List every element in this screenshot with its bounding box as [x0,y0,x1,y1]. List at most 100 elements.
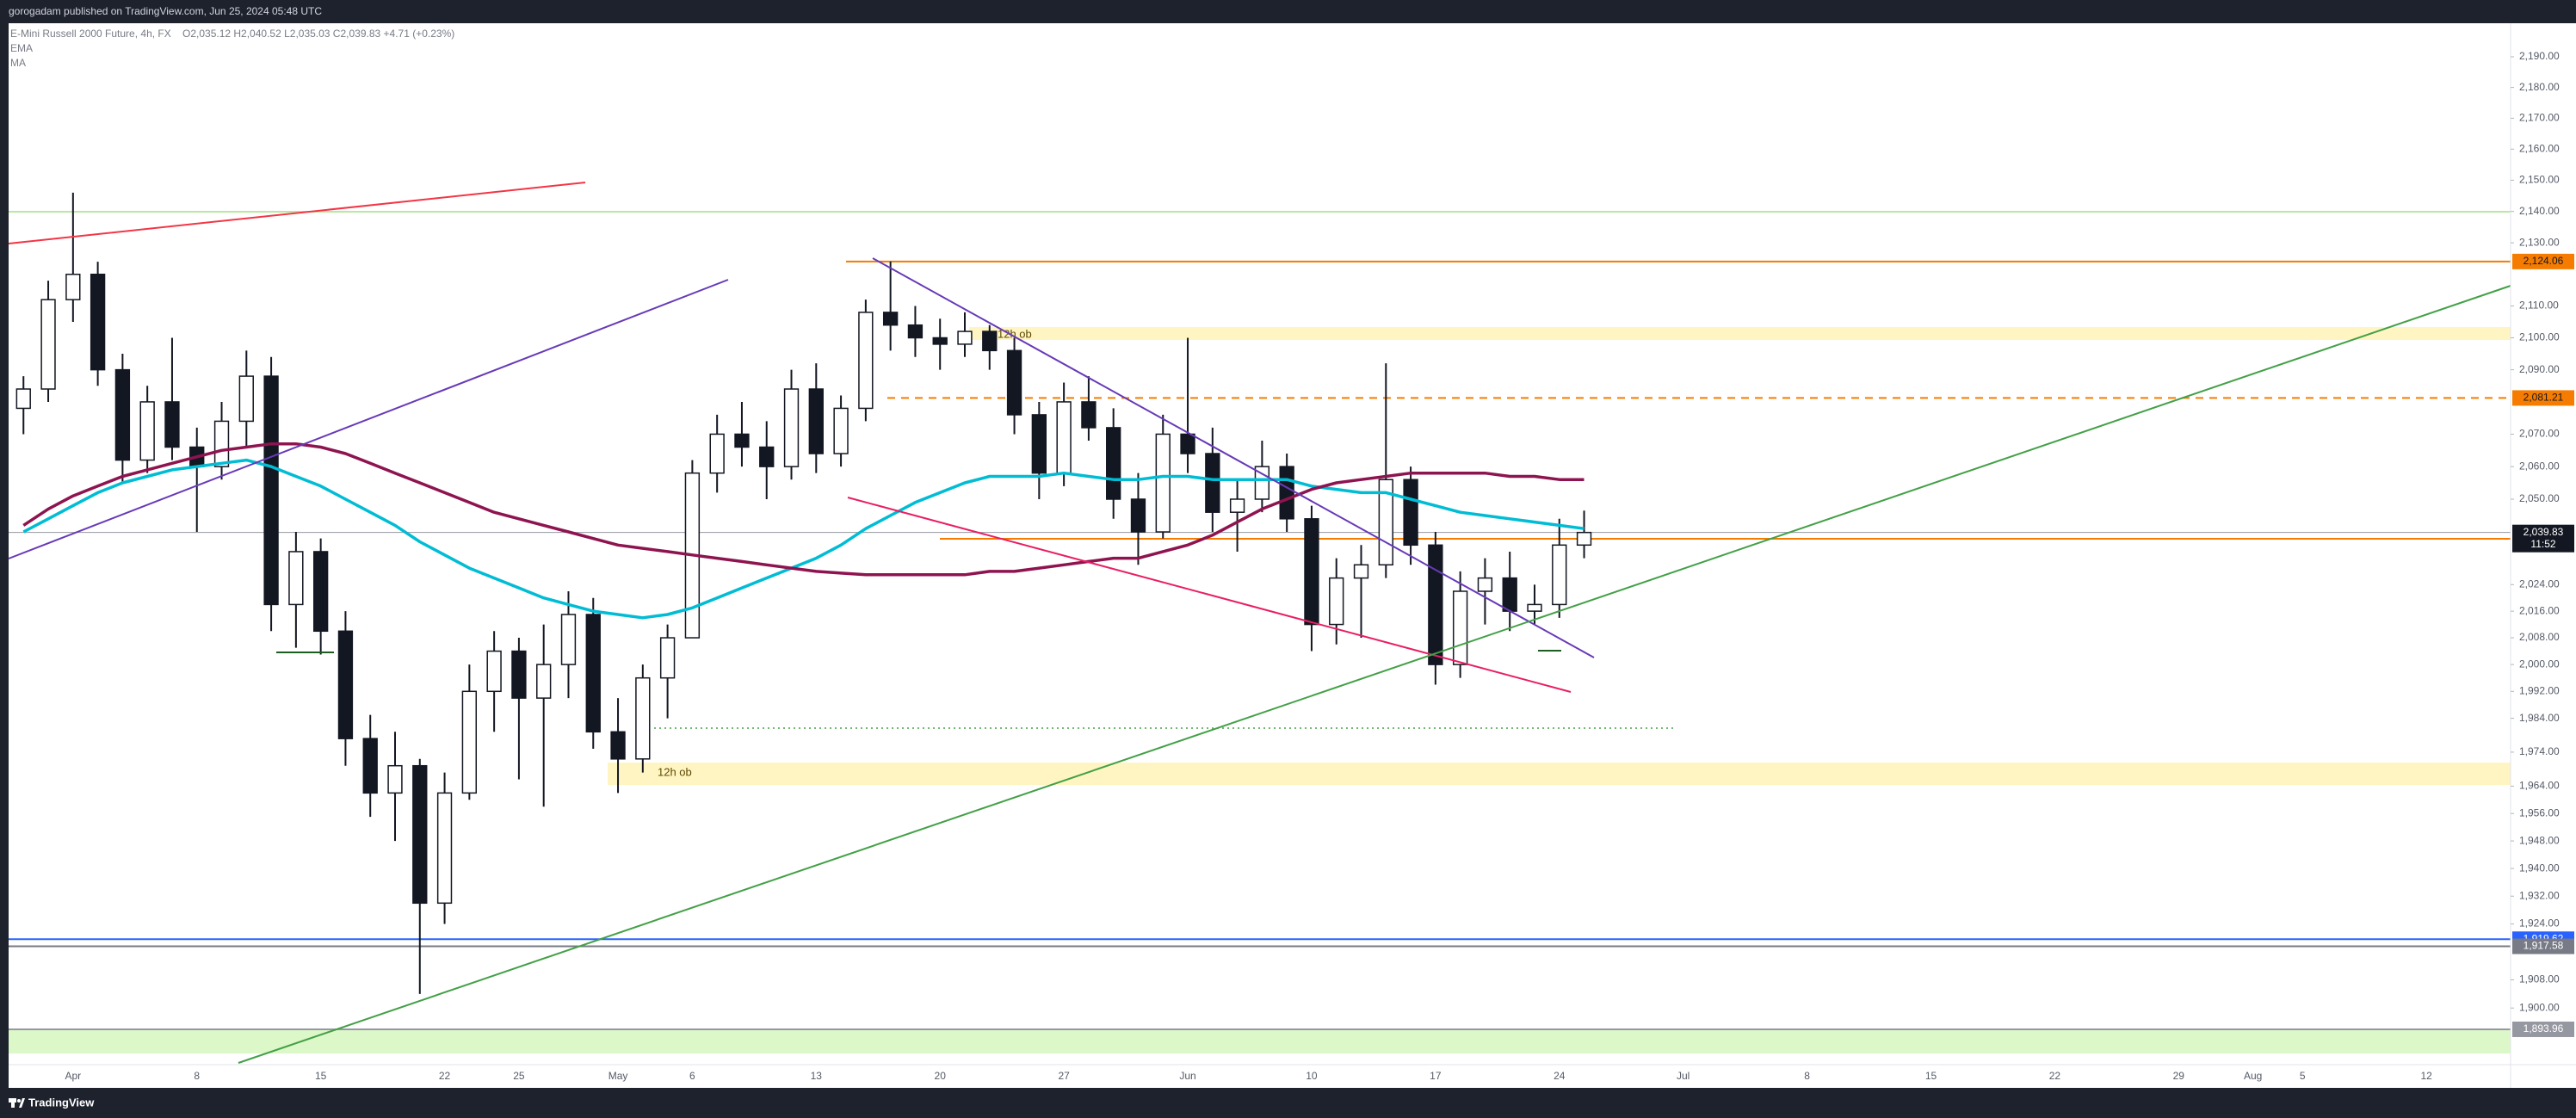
countdown: 11:52 [2530,538,2555,550]
plot [15,192,1592,994]
last-price-label: 2,039.83 [2523,526,2564,538]
y-tick-label: 2,070.00 [2519,428,2560,440]
candle-body [932,337,948,345]
x-tick-label: 17 [1430,1070,1442,1082]
y-tick-label: 2,150.00 [2519,174,2560,186]
x-tick-label: 12 [2420,1070,2432,1082]
candle-body [511,650,527,699]
candle-body [1205,453,1220,513]
symbol: E-Mini Russell 2000 Future, 4h, FX [10,28,171,40]
y-tick-label: 1,974.00 [2519,745,2560,757]
candle-body [1106,427,1121,500]
price-badge-label: 1,893.96 [2523,1022,2564,1035]
candle-body [1428,544,1443,665]
trendline [238,285,2511,1064]
candle-body [1576,531,1592,547]
y-tick-label: 2,180.00 [2519,81,2560,93]
candle-body [1081,401,1096,429]
candle-body [263,375,279,606]
candle-body [1279,466,1294,520]
candle-body [1502,577,1517,612]
candle-body [362,738,378,794]
price-badge-label: 2,081.21 [2523,392,2564,404]
candle-body [412,764,428,905]
candle-body [1527,603,1542,612]
x-tick-label: Aug [2244,1070,2262,1082]
y-tick-label: 2,050.00 [2519,492,2560,504]
candle-body [759,446,775,467]
x-tick-label: Jul [1677,1070,1690,1082]
ohlc-line: O2,035.12 H2,040.52 L2,035.03 C2,039.83 … [182,28,454,40]
trendline [847,497,1572,693]
x-tick-label: 15 [1925,1070,1937,1082]
trendline [8,279,729,559]
y-tick-label: 2,000.00 [2519,658,2560,670]
price-badge [2512,390,2574,406]
y-tick-label: 1,900.00 [2519,1001,2560,1013]
candle-body [65,273,81,300]
y-tick-label: 2,170.00 [2519,112,2560,124]
logo-part [17,1099,21,1103]
x-tick-label: 6 [689,1070,695,1082]
candle-body [164,401,180,448]
order-block-zone [969,327,2511,340]
candle-body [139,401,155,461]
price-badge [2512,253,2574,269]
y-tick-label: 1,908.00 [2519,973,2560,985]
x-tick-label: 22 [2049,1070,2061,1082]
candle-body [213,420,230,467]
x-tick-label: 8 [1804,1070,1810,1082]
x-tick-label: 13 [811,1070,823,1082]
candle-body [1155,433,1171,533]
legend-entry: EMA [10,42,33,54]
x-tick-label: Apr [65,1070,81,1082]
y-tick-label: 2,060.00 [2519,460,2560,472]
y-tick-label: 2,100.00 [2519,331,2560,343]
candle-body [833,407,849,454]
y-tick-label: 2,160.00 [2519,142,2560,154]
x-tick-label: 20 [935,1070,947,1082]
candle-body [436,792,453,905]
ma-line [22,442,1585,577]
publisher-line: gorogadam published on TradingView.com, … [9,5,322,17]
candle-body [387,764,403,794]
candle-body [288,551,304,606]
candle-body [882,312,899,326]
x-tick-label: 10 [1306,1070,1318,1082]
trendline [8,182,586,244]
y-tick-label: 2,024.00 [2519,578,2560,590]
legend-entry: MA [10,57,26,69]
candle-body [1552,544,1567,606]
y-tick-label: 2,130.00 [2519,236,2560,248]
brand-name: TradingView [28,1096,95,1109]
x-tick-label: Jun [1179,1070,1195,1082]
y-tick-label: 2,190.00 [2519,50,2560,62]
candle-body [337,630,354,739]
candle-body [1452,590,1468,665]
y-tick-label: 1,940.00 [2519,862,2560,874]
trendline [872,257,1595,658]
x-tick-label: 27 [1058,1070,1070,1082]
candle-body [1329,577,1344,626]
candle-body [585,614,601,733]
y-tick-label: 2,090.00 [2519,363,2560,375]
price-badge [2512,938,2574,954]
candle-body [1056,401,1072,474]
candle-body [90,273,106,371]
candle-body [1031,414,1047,474]
price-badge [2512,1021,2574,1037]
candle-body [15,388,31,410]
y-tick-label: 1,932.00 [2519,889,2560,901]
candle-body [907,324,924,339]
axes: 2,190.00 2,180.00 2,170.00 2,160.00 2,150.00… [65,50,2574,1082]
candle-body [1130,498,1146,533]
candle-body [40,299,56,390]
price-badge-label: 1,917.58 [2523,940,2564,952]
drawings-back: 12h ob 12h ob [9,211,2511,1053]
candle-body [1006,349,1022,416]
candle-body [635,676,651,760]
candle-body [1304,518,1319,626]
x-tick-label: May [608,1070,628,1082]
ma-line [22,458,1585,620]
candle-body [659,637,676,679]
